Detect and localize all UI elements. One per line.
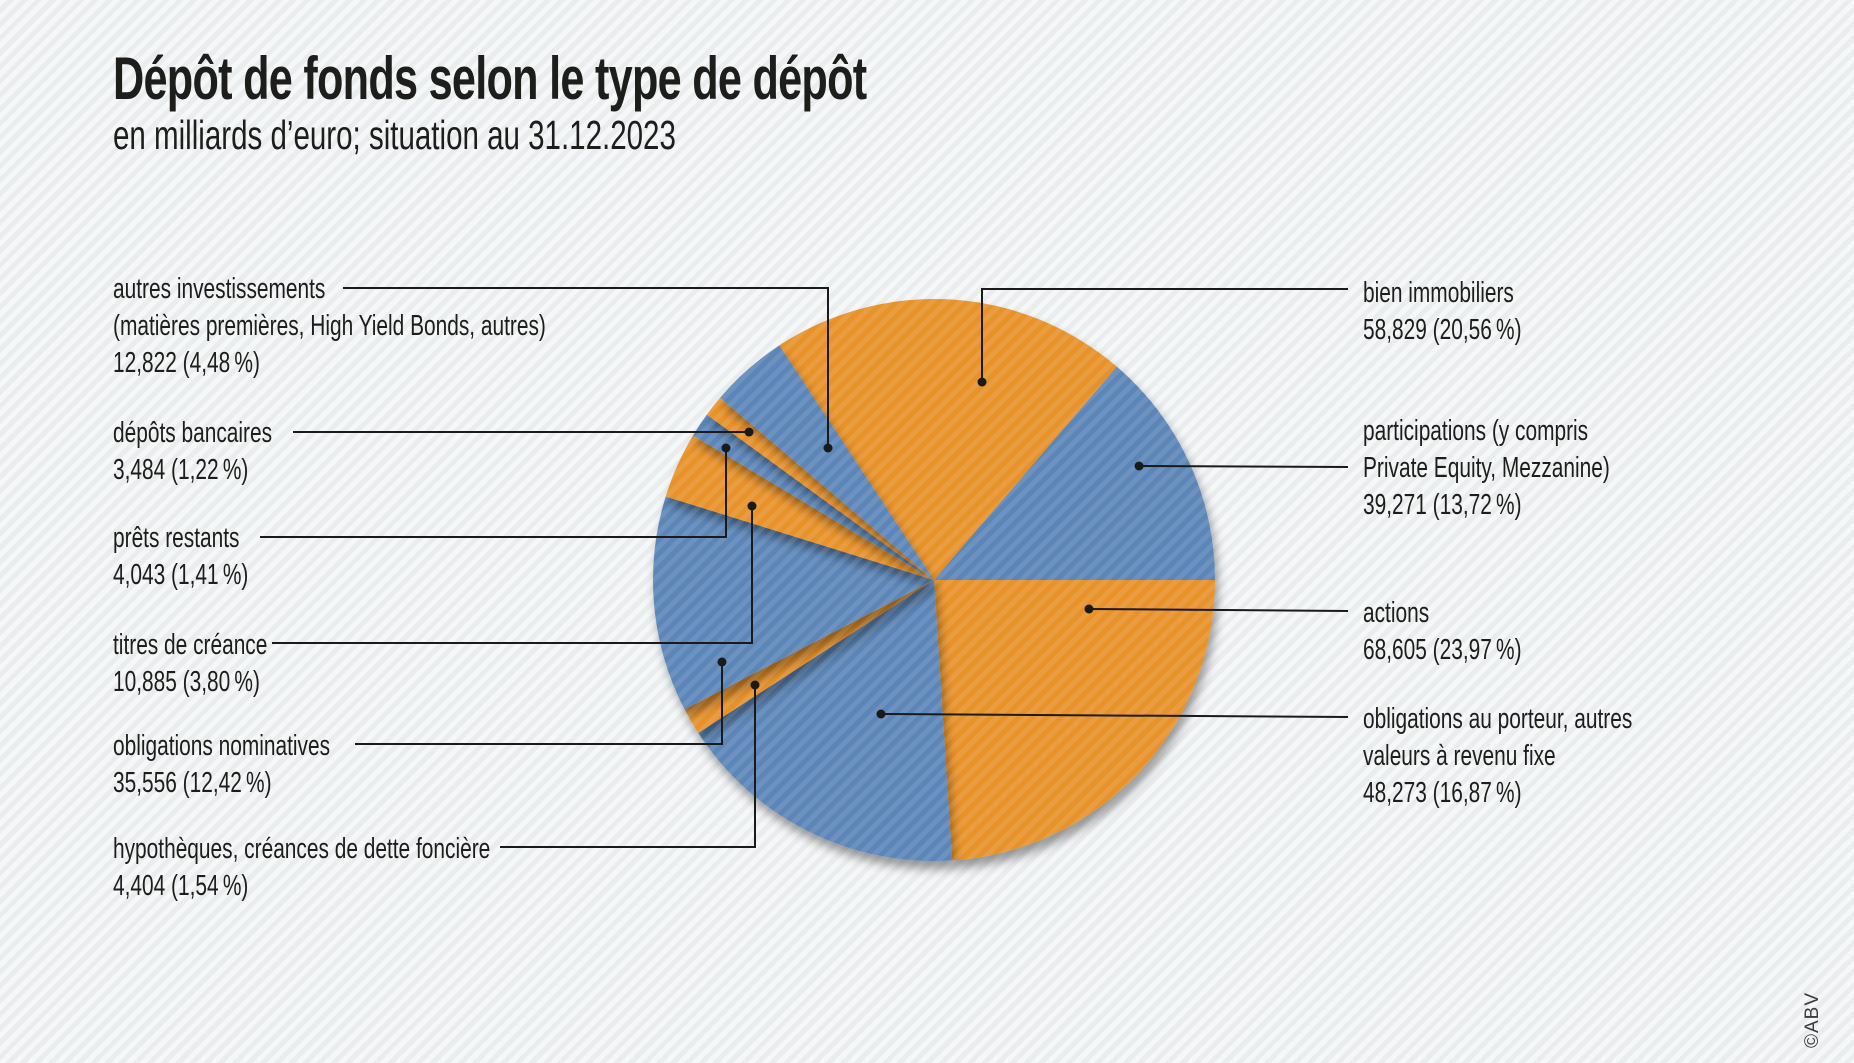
connector-dot-bien-immobiliers	[977, 377, 987, 387]
connector-line-obligations-au-porteur	[880, 713, 1349, 718]
slice-label-obligations-au-porteur: obligations au porteur, autres valeurs à …	[1363, 701, 1632, 812]
slice-label-obligations-nominatives: obligations nominatives 35,556 (12,42 %)	[113, 728, 330, 802]
connector-dot-participations	[1134, 461, 1144, 471]
slice-value: 58,829 (20,56 %)	[1363, 314, 1522, 346]
chart-title: Dépôt de fonds selon le type de dépôt	[113, 45, 867, 112]
connector-dot-depots-bancaires	[744, 427, 754, 437]
slice-label-line: (matières premières, High Yield Bonds, a…	[113, 310, 546, 342]
slice-value: 12,822 (4,48 %)	[113, 347, 260, 379]
slice-label-depots-bancaires: dépôts bancaires 3,484 (1,22 %)	[113, 415, 272, 489]
copyright-credit: ©ABV	[1802, 991, 1823, 1048]
connector-line-hypotheques	[500, 685, 756, 848]
slice-label-line: hypothèques, créances de dette foncière	[113, 833, 491, 865]
slice-value: 35,556 (12,42 %)	[113, 767, 272, 799]
connector-line-autres-investissements	[343, 287, 829, 448]
connector-dot-autres-investissements	[823, 443, 833, 453]
slice-label-line: dépôts bancaires	[113, 417, 273, 449]
slice-label-line: obligations nominatives	[113, 730, 331, 762]
connector-dot-prets-restants	[721, 443, 731, 453]
slice-label-titres-de-creance: titres de créance 10,885 (3,80 %)	[113, 627, 267, 701]
connector-line-prets-restants	[260, 448, 727, 538]
connector-line-participations	[1138, 465, 1349, 468]
connector-dot-hypotheques	[750, 680, 760, 690]
slice-value: 4,043 (1,41 %)	[113, 559, 249, 591]
slice-label-line: titres de créance	[113, 629, 268, 661]
slice-value: 39,271 (13,72 %)	[1363, 489, 1522, 521]
slice-label-line: valeurs à revenu fixe	[1363, 740, 1556, 772]
connector-dot-actions	[1084, 604, 1094, 614]
connector-dot-titres-de-creance	[747, 501, 757, 511]
chart-subtitle: en milliards d’euro; situation au 31.12.…	[113, 112, 676, 158]
slice-value: 68,605 (23,97 %)	[1363, 634, 1522, 666]
slice-label-actions: actions 68,605 (23,97 %)	[1363, 595, 1522, 669]
slice-label-line: Private Equity, Mezzanine)	[1363, 452, 1610, 484]
slice-label-line: bien immobiliers	[1363, 277, 1514, 309]
slice-label-line: actions	[1363, 597, 1430, 629]
slice-label-participations: participations (y compris Private Equity,…	[1363, 413, 1610, 524]
connector-line-titres-de-creance	[272, 506, 753, 644]
connector-line-actions	[1088, 608, 1349, 612]
connector-dot-obligations-au-porteur	[876, 709, 886, 719]
slice-value: 3,484 (1,22 %)	[113, 454, 249, 486]
connector-line-bien-immobiliers	[981, 288, 1348, 382]
connector-line-obligations-nominatives	[355, 662, 723, 745]
slice-label-prets-restants: prêts restants 4,043 (1,41 %)	[113, 520, 248, 594]
pie-stripe-texture	[653, 299, 1215, 861]
slice-label-line: prêts restants	[113, 522, 240, 554]
slice-label-bien-immobiliers: bien immobiliers 58,829 (20,56 %)	[1363, 275, 1522, 349]
slice-label-line: obligations au porteur, autres	[1363, 703, 1633, 735]
slice-label-line: participations (y compris	[1363, 415, 1589, 447]
slice-label-hypotheques: hypothèques, créances de dette foncière 4…	[113, 831, 490, 905]
slice-label-autres-investissements: autres investissements (matières première…	[113, 271, 546, 382]
slice-value: 4,404 (1,54 %)	[113, 870, 249, 902]
slice-value: 10,885 (3,80 %)	[113, 666, 260, 698]
slice-value: 48,273 (16,87 %)	[1363, 777, 1522, 809]
slice-label-line: autres investissements	[113, 273, 326, 305]
connector-dot-obligations-nominatives	[717, 657, 727, 667]
